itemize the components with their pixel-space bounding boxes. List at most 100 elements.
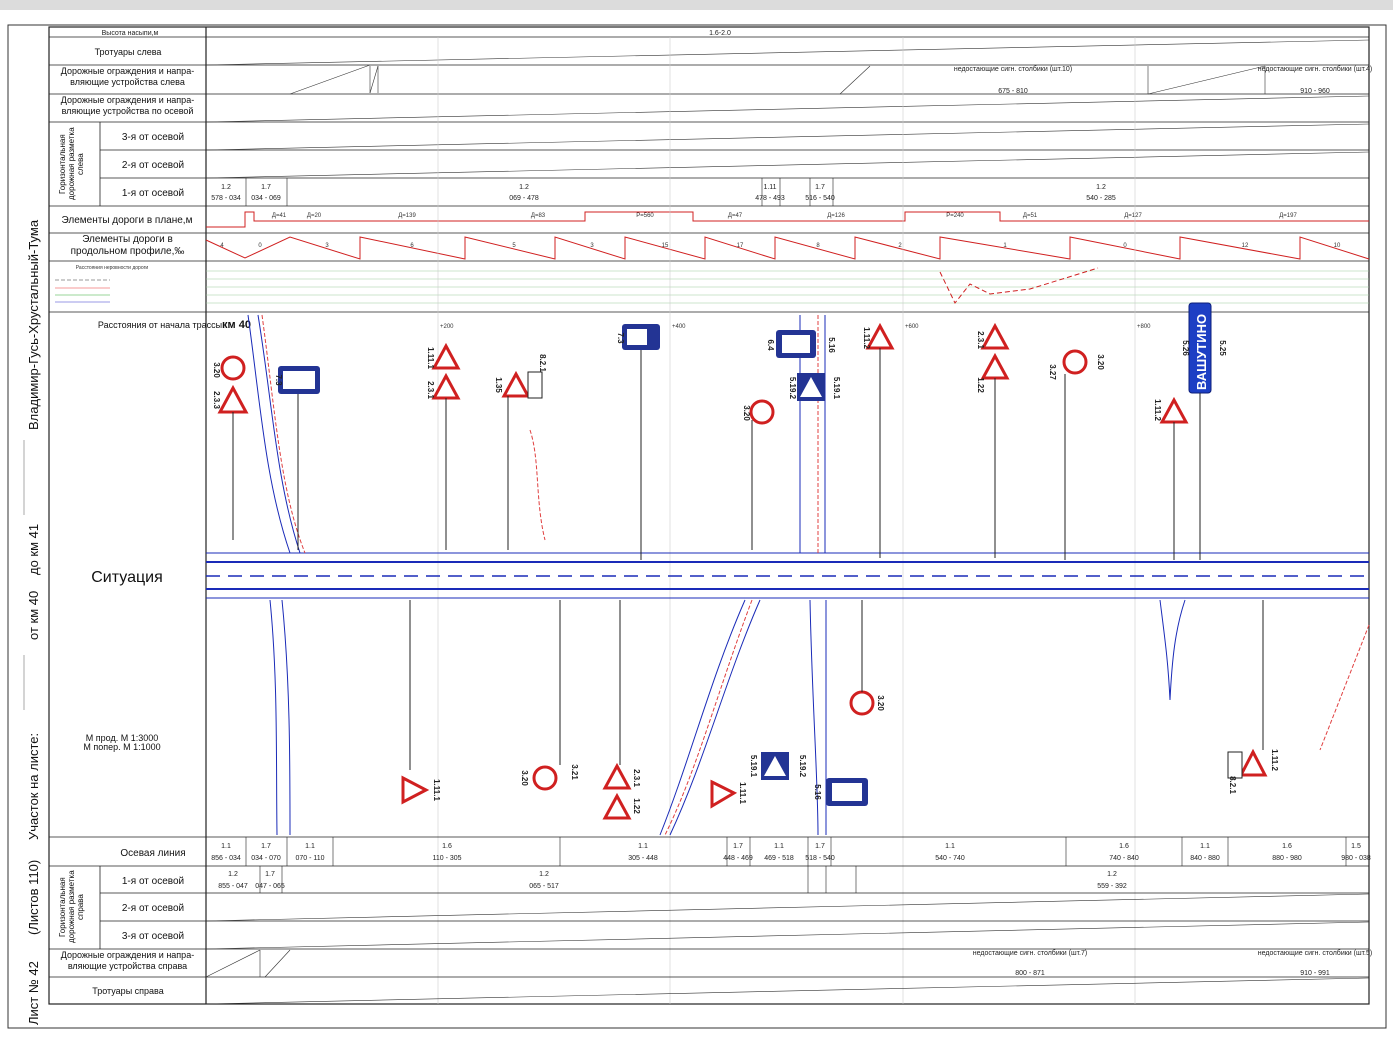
left-marking-1-values: 1.2 578 - 034 1.7 034 - 069 1.2 069 - 478 1.11…	[211, 178, 1116, 206]
left-marking-range: 069 - 478	[509, 195, 539, 202]
axis-marking-range: 856 - 034	[211, 855, 241, 862]
sign-code-label: 3.21	[570, 764, 579, 780]
profile-gradient-label: 4	[220, 243, 224, 249]
left-marking-range: 516 - 540	[805, 195, 835, 202]
left-marking-code: 1.11	[763, 184, 776, 191]
profile-gradient-label: 0	[258, 243, 262, 249]
side-title: Лист № 42 (Листов 110) Участок на листе:…	[23, 219, 41, 1025]
axis-marking-range: 469 - 518	[764, 855, 794, 862]
profile-gradient-label: 12	[1242, 243, 1249, 249]
village-sign-icon: ВАШУТИНО	[1188, 302, 1212, 560]
profile-gradient-label: 5	[512, 243, 516, 249]
axis-marking-range: 880 - 980	[1272, 855, 1302, 862]
unevenness-label: Расстояния неровности дороги	[76, 265, 149, 271]
right-marking-1-values: 1.2 855 - 047 1.7 047 - 065 1.2 065 - 517 1.2 5…	[218, 866, 1127, 893]
profile-gradient-label: 2	[898, 243, 902, 249]
barrier-note-left-2-range: 910 - 960	[1300, 88, 1330, 95]
info-sign-icon	[622, 324, 660, 560]
sign-code-label: 1.11.2	[1270, 749, 1279, 771]
main-road	[206, 552, 1369, 599]
axis-marking-range: 070 - 110	[295, 855, 324, 862]
sheet-number: Лист № 42	[26, 961, 41, 1025]
marking-right-row-2: 2-я от осевой	[122, 903, 184, 914]
sign-code-label: 1.11.1	[432, 779, 441, 801]
left-marking-range: 478 - 493	[755, 195, 785, 202]
sign-code-label: 7.3	[274, 374, 283, 386]
right-marking-range: 855 - 047	[218, 883, 248, 890]
sign-code-label: 3.20	[212, 362, 221, 378]
sign-code-label: 5.19.1	[832, 377, 841, 400]
plan-element-label: Д=126	[827, 213, 845, 219]
scale-long: М прод. М 1:3000	[86, 733, 158, 743]
markings-right-group-box: Горизонтальная дорожная разметка справа	[58, 870, 85, 944]
warning-sign-icon	[602, 792, 632, 820]
barrier-note-right-2: недостающие сигн. столбики (шт.5)	[1258, 949, 1372, 957]
axis-marking-code: 1.7	[733, 843, 743, 850]
side-road-edges	[261, 314, 1370, 836]
right-marking-code: 1.7	[265, 871, 275, 878]
sign-code-label: 1.35	[494, 377, 503, 393]
warning-sign-icon	[501, 370, 543, 550]
barriers-left-label: Дорожные ограждения и напра- вляющие уст…	[60, 66, 195, 87]
unevenness-legend	[55, 279, 110, 303]
profile-gradient-label: 1	[1003, 243, 1007, 249]
axis-marking-range: 840 - 880	[1190, 855, 1220, 862]
from-km: от км 40	[26, 591, 41, 640]
markings-left-group-box: Горизонтальная дорожная разметка слева	[58, 127, 85, 201]
road-name: Владимир-Гусь-Хрустальный-Тума	[26, 219, 41, 430]
profile-gradient-label: 3	[325, 243, 329, 249]
axis-marking-values: 1.1 856 - 034 1.7 034 - 070 1.1 070 - 110 1.6 1…	[211, 837, 1371, 866]
barrier-notes-right: недостающие сигн. столбики (шт.7) 800 - …	[973, 949, 1372, 977]
barrier-right-diagonals	[205, 893, 1370, 1005]
distance-label: Расстояния от начала трассы	[98, 320, 222, 330]
prohibitory-sign-icon	[532, 765, 558, 791]
sign-code-label: 2.3.1	[976, 331, 985, 349]
markings-right-group-label: Горизонтальная дорожная разметка справа	[58, 870, 85, 944]
barrier-left-diagonals	[205, 39, 1370, 179]
axis-marking-code: 1.6	[1282, 843, 1292, 850]
plan-element-label: Р=240	[946, 213, 964, 219]
sign-codes: 2.3.3 3.20 7.3 2.3.1 1.11.1 1.35 8.2.1 7.3 5.16 6…	[212, 327, 1279, 814]
left-marking-code: 1.2	[519, 184, 529, 191]
axis-marking-range: 518 - 540	[805, 855, 835, 862]
barrier-note-right-2-range: 910 - 991	[1300, 970, 1330, 977]
sign-code-label: 1.11.2	[862, 327, 871, 349]
sign-code-label: 2.3.1	[426, 381, 435, 399]
marking-right-row-1: 1-я от осевой	[122, 876, 184, 887]
picket-200: +200	[440, 324, 454, 330]
to-km: до км 41	[26, 524, 41, 575]
barriers-axis-label: Дорожные ограждения и напра- вляющие уст…	[60, 95, 195, 116]
sign-code-label: 2.3.1	[632, 769, 641, 787]
sign-code-label: 5.19.2	[798, 755, 807, 778]
barriers-right-label-box: Дорожные ограждения и напра- вляющие уст…	[60, 950, 195, 971]
axis-marking-code: 1.7	[815, 843, 825, 850]
right-marking-code: 1.2	[1107, 871, 1117, 878]
plan-element-label: Р=560	[636, 213, 654, 219]
markings-left-group-label: Горизонтальная дорожная разметка слева	[58, 127, 85, 201]
km-start-label: км 40	[222, 319, 251, 331]
axis-marking-code: 1.5	[1351, 843, 1361, 850]
axis-marking-code: 1.1	[945, 843, 955, 850]
left-marking-code: 1.2	[1096, 184, 1106, 191]
top-scroll-band	[0, 0, 1393, 10]
left-marking-range: 034 - 069	[251, 195, 281, 202]
marking-left-row-3: 3-я от осевой	[122, 132, 184, 143]
top-table-grid	[49, 36, 1369, 313]
plan-element-label: Д=47	[728, 213, 743, 219]
barriers-axis-label-box: Дорожные ограждения и напра- вляющие уст…	[60, 95, 195, 116]
warning-sign-icon	[431, 342, 461, 550]
plan-elements-label: Элементы дороги в плане,м	[62, 215, 193, 226]
axis-marking-code: 1.6	[1119, 843, 1129, 850]
barriers-right-label: Дорожные ограждения и напра- вляющие уст…	[60, 950, 195, 971]
picket-800: +800	[1137, 324, 1151, 330]
plan-elements-row: Д=41 Д=20 Д=139 Д=83 Р=560 Д=47 Д=126 Р=240 Д=51…	[206, 211, 1369, 228]
axis-marking-range: 034 - 070	[251, 855, 281, 862]
scale-cross: М попер. М 1:1000	[83, 742, 160, 752]
sign-code-label: 7.3	[616, 332, 625, 344]
sign-code-label: 1.11.1	[738, 782, 747, 804]
plan-element-label: Д=41	[272, 213, 287, 219]
sign-code-label: 8.2.1	[1228, 776, 1237, 794]
marking-right-row-3: 3-я от осевой	[122, 931, 184, 942]
prohibitory-sign-icon	[1062, 349, 1088, 560]
